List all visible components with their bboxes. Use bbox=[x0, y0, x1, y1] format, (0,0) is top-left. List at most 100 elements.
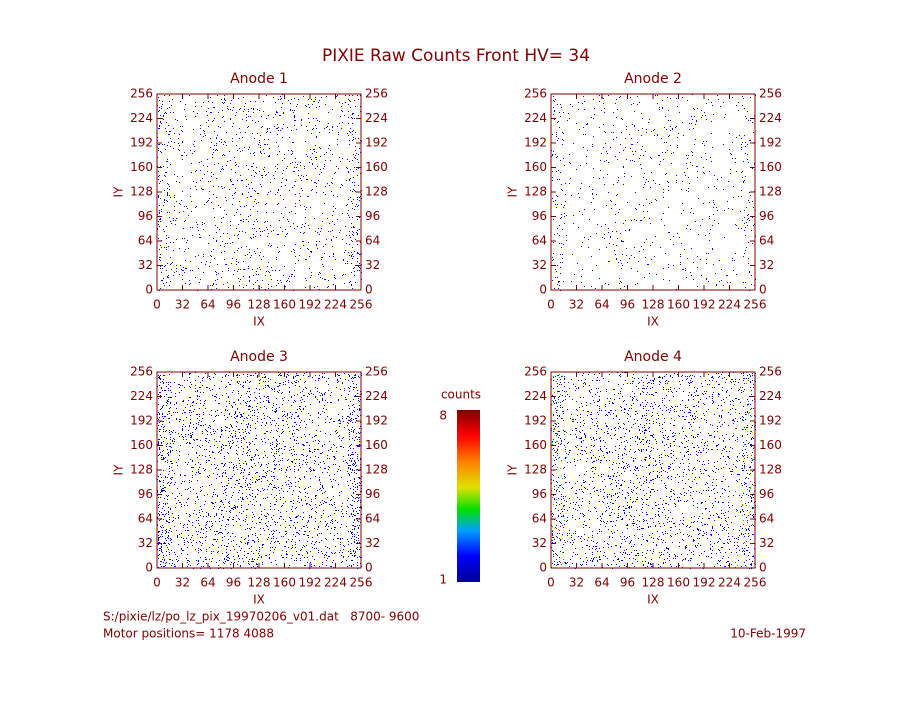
x-tick-label: 256 bbox=[350, 298, 373, 312]
y2-tick-label: 160 bbox=[365, 438, 388, 452]
colorbar bbox=[457, 410, 480, 582]
y2-tick-label: 32 bbox=[759, 536, 774, 550]
y2-tick-label: 96 bbox=[759, 487, 774, 501]
y-label: IY bbox=[112, 186, 126, 198]
x-tick-label: 256 bbox=[350, 576, 373, 590]
y2-tick-label: 160 bbox=[365, 160, 388, 174]
y-tick-label: 128 bbox=[524, 185, 547, 199]
x-tick-label: 256 bbox=[744, 576, 767, 590]
x-tick-label: 0 bbox=[153, 576, 161, 590]
y-tick-label: 0 bbox=[145, 561, 153, 575]
x-tick-label: 96 bbox=[226, 298, 241, 312]
y-tick-label: 224 bbox=[130, 389, 153, 403]
panel-title: Anode 1 bbox=[230, 71, 288, 87]
y-tick-label: 64 bbox=[532, 234, 547, 248]
x-tick-label: 0 bbox=[547, 298, 555, 312]
y-tick-label: 0 bbox=[539, 561, 547, 575]
y2-tick-label: 128 bbox=[759, 185, 782, 199]
date: 10-Feb-1997 bbox=[730, 627, 806, 641]
y-tick-label: 224 bbox=[524, 389, 547, 403]
y-tick-label: 64 bbox=[532, 512, 547, 526]
page-title: PIXIE Raw Counts Front HV= 34 bbox=[322, 46, 590, 66]
x-tick-label: 32 bbox=[569, 576, 584, 590]
y2-tick-label: 64 bbox=[759, 234, 774, 248]
x-tick-label: 160 bbox=[667, 298, 690, 312]
x-tick-label: 192 bbox=[299, 298, 322, 312]
y2-tick-label: 96 bbox=[365, 209, 380, 223]
x-tick-label: 224 bbox=[324, 298, 347, 312]
x-tick-label: 224 bbox=[718, 298, 741, 312]
y2-tick-label: 256 bbox=[365, 365, 388, 379]
y2-tick-label: 256 bbox=[759, 365, 782, 379]
x-tick-label: 0 bbox=[153, 298, 161, 312]
y-tick-label: 256 bbox=[130, 87, 153, 101]
y-tick-label: 160 bbox=[130, 160, 153, 174]
x-label: IX bbox=[253, 593, 265, 607]
panel-title: Anode 4 bbox=[624, 349, 682, 365]
y2-tick-label: 256 bbox=[759, 87, 782, 101]
y-tick-label: 96 bbox=[532, 487, 547, 501]
x-tick-label: 32 bbox=[569, 298, 584, 312]
x-label: IX bbox=[253, 315, 265, 329]
x-tick-label: 256 bbox=[744, 298, 767, 312]
panel-title: Anode 3 bbox=[230, 349, 288, 365]
y2-tick-label: 32 bbox=[365, 536, 380, 550]
y-tick-label: 32 bbox=[532, 258, 547, 272]
y-tick-label: 0 bbox=[539, 283, 547, 297]
y-tick-label: 224 bbox=[130, 111, 153, 125]
y-label: IY bbox=[506, 186, 520, 198]
x-label: IX bbox=[647, 315, 659, 329]
y-tick-label: 128 bbox=[130, 185, 153, 199]
y2-tick-label: 192 bbox=[759, 414, 782, 428]
y2-tick-label: 256 bbox=[365, 87, 388, 101]
colorbar-label: counts bbox=[441, 388, 481, 402]
y2-tick-label: 32 bbox=[365, 258, 380, 272]
y2-tick-label: 128 bbox=[365, 185, 388, 199]
colorbar-tick-label: 1 bbox=[439, 573, 447, 587]
x-tick-label: 192 bbox=[693, 576, 716, 590]
y-tick-label: 64 bbox=[138, 234, 153, 248]
y2-tick-label: 192 bbox=[365, 414, 388, 428]
y-tick-label: 32 bbox=[138, 536, 153, 550]
y2-tick-label: 64 bbox=[365, 512, 380, 526]
y-tick-label: 96 bbox=[532, 209, 547, 223]
y2-tick-label: 192 bbox=[759, 136, 782, 150]
x-tick-label: 64 bbox=[594, 298, 609, 312]
y-tick-label: 128 bbox=[130, 463, 153, 477]
y2-tick-label: 0 bbox=[365, 283, 373, 297]
y2-tick-label: 32 bbox=[759, 258, 774, 272]
y2-tick-label: 0 bbox=[365, 561, 373, 575]
y2-tick-label: 160 bbox=[759, 160, 782, 174]
x-tick-label: 128 bbox=[642, 576, 665, 590]
y-tick-label: 192 bbox=[524, 136, 547, 150]
x-tick-label: 64 bbox=[200, 576, 215, 590]
y2-tick-label: 96 bbox=[759, 209, 774, 223]
x-tick-label: 160 bbox=[667, 576, 690, 590]
x-tick-label: 128 bbox=[248, 576, 271, 590]
x-tick-label: 96 bbox=[620, 576, 635, 590]
x-tick-label: 96 bbox=[226, 576, 241, 590]
y-label: IY bbox=[506, 464, 520, 476]
y-tick-label: 32 bbox=[532, 536, 547, 550]
y2-tick-label: 224 bbox=[365, 389, 388, 403]
y-tick-label: 192 bbox=[524, 414, 547, 428]
y-tick-label: 32 bbox=[138, 258, 153, 272]
x-tick-label: 224 bbox=[718, 576, 741, 590]
y2-tick-label: 64 bbox=[365, 234, 380, 248]
y2-tick-label: 160 bbox=[759, 438, 782, 452]
x-tick-label: 160 bbox=[273, 576, 296, 590]
y-tick-label: 256 bbox=[524, 87, 547, 101]
y2-tick-label: 0 bbox=[759, 283, 767, 297]
x-tick-label: 0 bbox=[547, 576, 555, 590]
x-tick-label: 96 bbox=[620, 298, 635, 312]
x-tick-label: 128 bbox=[642, 298, 665, 312]
y-tick-label: 256 bbox=[130, 365, 153, 379]
x-label: IX bbox=[647, 593, 659, 607]
x-tick-label: 32 bbox=[175, 298, 190, 312]
x-tick-label: 224 bbox=[324, 576, 347, 590]
y-tick-label: 64 bbox=[138, 512, 153, 526]
x-tick-label: 64 bbox=[594, 576, 609, 590]
y2-tick-label: 0 bbox=[759, 561, 767, 575]
